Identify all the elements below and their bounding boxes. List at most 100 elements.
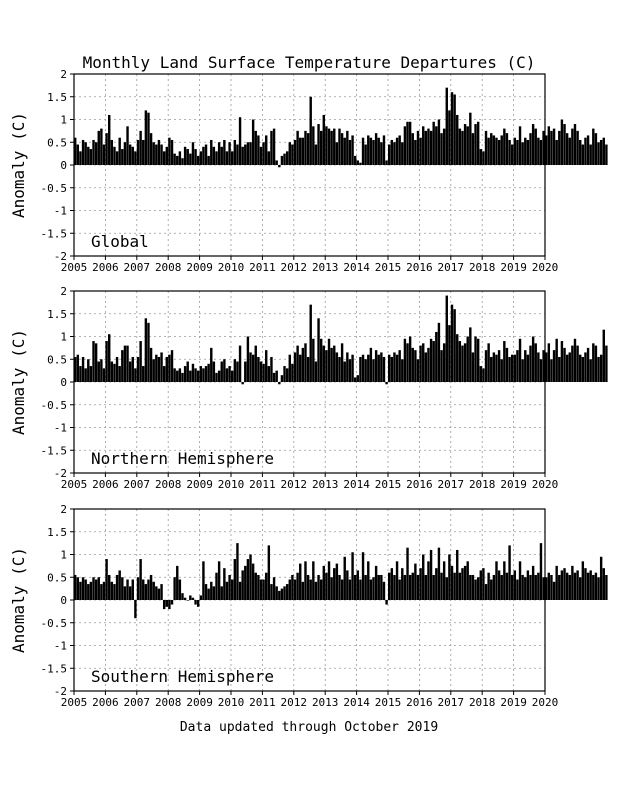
anomaly-bar xyxy=(134,600,137,619)
anomaly-bar xyxy=(115,151,119,165)
anomaly-bar xyxy=(94,343,98,382)
y-tick-label: -0.5 xyxy=(41,617,68,630)
anomaly-bar xyxy=(573,124,577,165)
anomaly-bar xyxy=(377,354,380,382)
anomaly-bar xyxy=(81,139,85,165)
anomaly-bar xyxy=(121,149,124,165)
anomaly-bar xyxy=(563,568,566,600)
anomaly-bar xyxy=(450,565,454,601)
anomaly-bar xyxy=(453,309,456,382)
anomaly-bar xyxy=(356,570,360,600)
anomaly-bar xyxy=(155,586,158,600)
anomaly-bar xyxy=(537,352,540,382)
anomaly-bar xyxy=(534,343,537,382)
anomaly-bar xyxy=(278,165,281,168)
anomaly-bar xyxy=(92,139,95,165)
panel-label: Northern Hemisphere xyxy=(91,449,274,468)
anomaly-bar xyxy=(196,600,200,607)
x-tick-label: 2012 xyxy=(281,261,308,274)
anomaly-bar xyxy=(524,137,527,165)
anomaly-bar xyxy=(178,151,182,165)
x-tick-label: 2010 xyxy=(218,261,245,274)
anomaly-bar xyxy=(550,359,553,382)
anomaly-bar xyxy=(165,146,168,165)
anomaly-bar xyxy=(89,366,93,382)
anomaly-bar xyxy=(126,579,129,600)
anomaly-bar xyxy=(565,133,569,165)
anomaly-bar xyxy=(526,570,530,600)
anomaly-bar xyxy=(97,361,100,382)
anomaly-bar xyxy=(435,568,438,600)
anomaly-bar xyxy=(110,581,114,600)
anomaly-bar xyxy=(505,133,509,165)
anomaly-bar xyxy=(233,139,237,165)
anomaly-bar xyxy=(411,347,414,383)
anomaly-bar xyxy=(594,345,598,382)
y-tick-label: 0.5 xyxy=(47,571,67,584)
anomaly-bar xyxy=(403,338,407,382)
anomaly-bar xyxy=(176,565,179,601)
anomaly-bar xyxy=(79,151,82,165)
anomaly-bar xyxy=(348,139,352,165)
anomaly-bar xyxy=(571,128,574,165)
anomaly-bar xyxy=(291,363,294,382)
x-tick-label: 2013 xyxy=(312,696,339,709)
anomaly-bar xyxy=(246,142,250,165)
anomaly-bar xyxy=(199,151,203,165)
anomaly-bar xyxy=(440,572,443,600)
anomaly-bar xyxy=(469,112,472,165)
anomaly-bar xyxy=(186,149,189,165)
anomaly-bar xyxy=(542,350,545,382)
anomaly-bar xyxy=(343,556,346,600)
anomaly-bar xyxy=(442,343,446,382)
anomaly-bar xyxy=(283,153,286,166)
anomaly-bar xyxy=(385,160,388,165)
anomaly-bar xyxy=(74,574,77,600)
anomaly-bar xyxy=(139,559,142,600)
anomaly-bar xyxy=(338,128,341,165)
anomaly-bar xyxy=(492,135,496,165)
anomaly-bar xyxy=(267,151,271,165)
anomaly-bar xyxy=(280,588,284,601)
anomaly-bar xyxy=(194,600,197,605)
anomaly-bar xyxy=(466,126,469,165)
anomaly-bar xyxy=(560,570,564,600)
anomaly-bar xyxy=(322,114,325,165)
anomaly-bar xyxy=(414,139,417,165)
x-tick-label: 2012 xyxy=(281,696,308,709)
x-tick-label: 2011 xyxy=(249,478,276,491)
anomaly-bar xyxy=(565,354,569,382)
anomaly-bar xyxy=(388,144,391,165)
anomaly-bar xyxy=(458,128,462,165)
anomaly-bar xyxy=(149,347,153,383)
anomaly-bar xyxy=(461,130,464,166)
anomaly-bar xyxy=(136,139,140,165)
anomaly-bar xyxy=(476,121,480,165)
x-tick-label: 2018 xyxy=(469,261,496,274)
anomaly-bar xyxy=(359,162,362,165)
anomaly-bar xyxy=(547,343,551,382)
anomaly-bar xyxy=(364,574,367,600)
anomaly-bar xyxy=(108,574,111,600)
anomaly-bar xyxy=(118,570,121,600)
anomaly-bar xyxy=(424,574,428,600)
anomaly-bar xyxy=(497,139,501,165)
anomaly-bar xyxy=(414,350,417,382)
anomaly-bar xyxy=(471,133,475,165)
anomaly-bar xyxy=(225,581,229,600)
anomaly-bar xyxy=(170,350,174,382)
anomaly-bar xyxy=(581,356,585,382)
anomaly-bar xyxy=(445,295,448,382)
anomaly-bar xyxy=(558,574,561,600)
anomaly-bar xyxy=(181,593,184,600)
anomaly-bar xyxy=(113,584,116,600)
anomaly-bar xyxy=(272,128,276,165)
x-tick-label: 2016 xyxy=(406,478,433,491)
anomaly-bar xyxy=(278,590,281,600)
anomaly-bar xyxy=(210,347,213,383)
anomaly-bar xyxy=(178,368,182,382)
y-tick-label: -2 xyxy=(54,250,67,263)
anomaly-bar xyxy=(568,137,571,165)
anomaly-bar xyxy=(463,124,467,165)
anomaly-bar xyxy=(497,350,501,382)
